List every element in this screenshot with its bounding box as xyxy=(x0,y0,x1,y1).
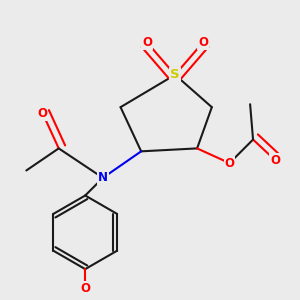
Text: O: O xyxy=(142,36,152,49)
Text: N: N xyxy=(98,171,108,184)
Text: O: O xyxy=(80,282,90,295)
Text: O: O xyxy=(270,154,280,167)
Text: O: O xyxy=(198,36,208,49)
Text: S: S xyxy=(170,68,180,81)
Text: O: O xyxy=(224,157,235,169)
Text: O: O xyxy=(38,106,47,120)
